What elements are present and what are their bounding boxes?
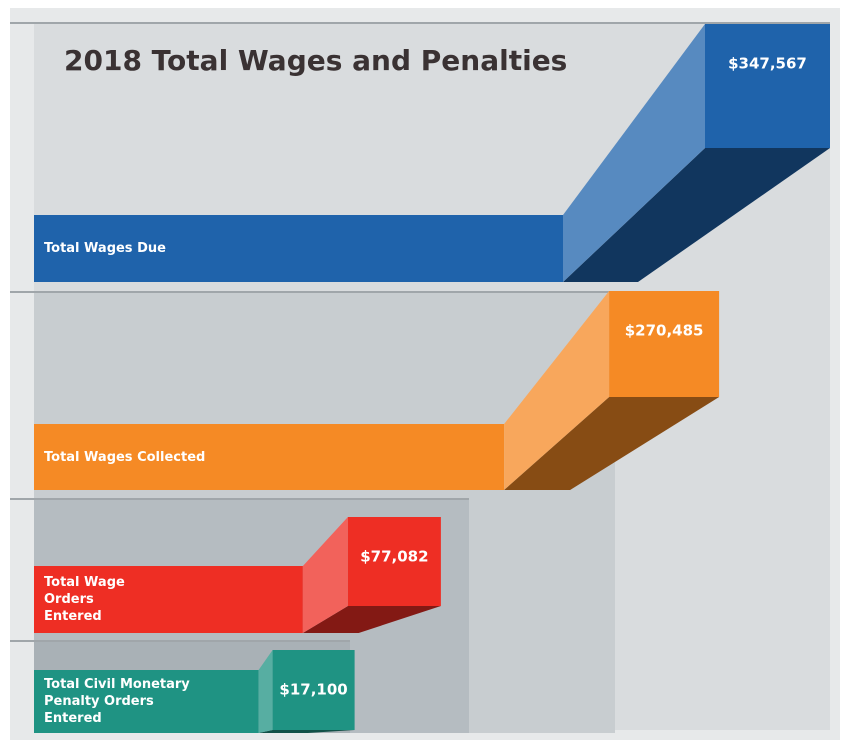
bar-shadow	[504, 397, 720, 490]
bar	[705, 24, 830, 148]
bar	[609, 291, 720, 397]
value-label: $347,567	[728, 55, 807, 73]
value-label: $17,100	[279, 681, 347, 699]
bar-shadow	[563, 148, 830, 282]
chart-title: 2018 Total Wages and Penalties	[64, 44, 568, 77]
bar-shadow	[302, 606, 441, 633]
value-label: $77,082	[360, 548, 428, 566]
category-label: Total Wages Collected	[44, 449, 206, 465]
bar-base	[34, 670, 259, 733]
bar-base	[34, 424, 505, 490]
bar-shadow	[258, 730, 355, 733]
bar	[347, 517, 441, 606]
bar-base	[34, 566, 303, 633]
bar-rise	[563, 24, 705, 282]
bar	[272, 650, 355, 730]
value-label: $270,485	[625, 322, 704, 340]
bar-rise	[302, 517, 348, 633]
category-label: Total Wage Orders Entered	[44, 575, 125, 624]
category-label: Total Wages Due	[44, 241, 166, 256]
bar-base	[34, 215, 563, 282]
bar-rise	[258, 650, 273, 733]
bar-rise	[504, 291, 610, 490]
category-label: Total Civil Monetary Penalty Orders Ente…	[44, 677, 190, 726]
